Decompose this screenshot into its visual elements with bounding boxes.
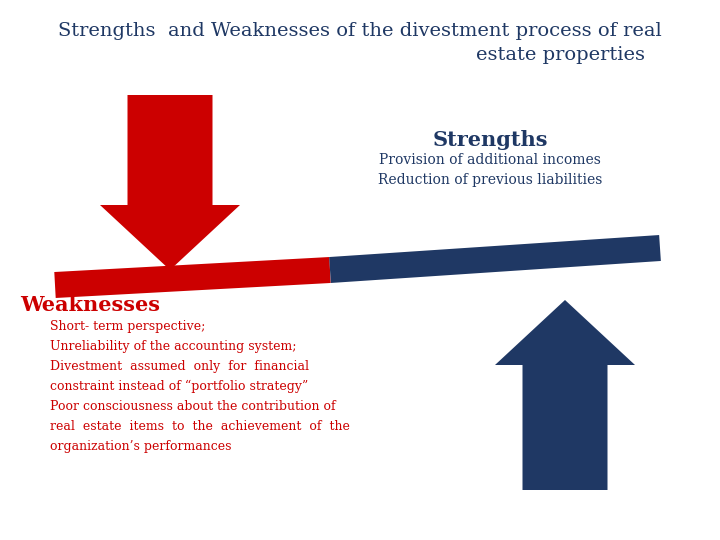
Text: Reduction of previous liabilities: Reduction of previous liabilities [378,173,602,187]
Text: Weaknesses: Weaknesses [20,295,160,315]
Text: real  estate  items  to  the  achievement  of  the: real estate items to the achievement of … [50,420,350,433]
Text: Poor consciousness about the contribution of: Poor consciousness about the contributio… [50,400,336,413]
Text: constraint instead of “portfolio strategy”: constraint instead of “portfolio strateg… [50,380,308,393]
Text: Short- term perspective;: Short- term perspective; [50,320,205,333]
Text: Unreliability of the accounting system;: Unreliability of the accounting system; [50,340,297,353]
Polygon shape [329,235,661,283]
Polygon shape [495,300,635,490]
Text: estate properties: estate properties [475,46,644,64]
Polygon shape [54,257,330,298]
Text: Divestment  assumed  only  for  financial: Divestment assumed only for financial [50,360,309,373]
Text: Provision of additional incomes: Provision of additional incomes [379,153,601,167]
Text: Strengths  and Weaknesses of the divestment process of real: Strengths and Weaknesses of the divestme… [58,22,662,40]
Text: Strengths: Strengths [432,130,548,150]
Polygon shape [100,95,240,270]
Text: organization’s performances: organization’s performances [50,440,232,453]
